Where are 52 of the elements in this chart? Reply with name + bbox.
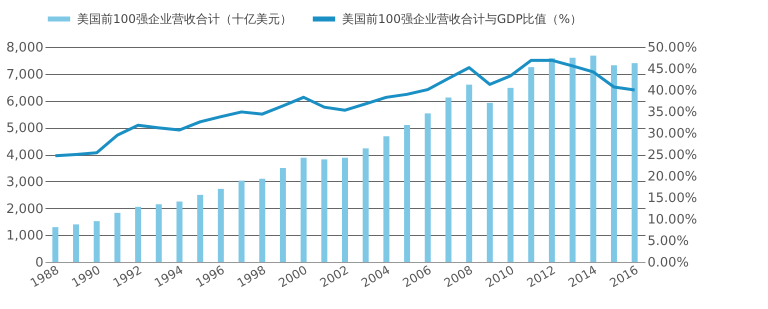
y-tick-label: 1,000 [6,228,44,244]
bar [218,188,224,262]
y-tick-label: 8,000 [6,40,44,56]
y-tick-label: 5,000 [6,121,44,136]
bar [156,204,162,262]
bar [280,168,286,262]
bar [383,136,390,262]
bar [238,180,245,262]
bar [176,202,182,262]
bar [135,206,142,262]
bar [321,159,328,262]
bar [197,194,204,262]
y-tick-label: 7,000 [6,67,44,82]
y-tick-label: 0 [35,256,44,270]
line-series [54,58,636,158]
bar [52,227,58,262]
bar [362,148,369,262]
y2-tick-label: 35.00% [648,105,698,120]
bar [424,113,431,262]
bar [548,58,555,262]
y-tick-label: 6,000 [6,94,44,110]
bar [259,178,266,262]
bar [486,102,493,262]
y2-tick-label: 10.00% [648,212,698,228]
bar [445,98,452,262]
bar [342,158,348,262]
bar [73,224,80,262]
y-tick-label: 4,000 [6,148,44,163]
legend-label: 美国前100强企业营收合计（十亿美元） [77,12,292,26]
y2-tick-label: 20.00% [648,170,698,184]
legend-label: 美国前100强企业营收合计与GDP比值（%） [342,12,582,26]
bar [466,84,472,262]
y2-tick-label: 5.00% [648,234,689,249]
y-tick-label: 3,000 [6,174,44,190]
y2-tick-label: 50.00% [648,40,698,56]
bar [94,221,100,262]
bar [404,124,410,262]
bar [570,58,576,262]
bar [508,88,514,262]
y2-tick-label: 0.00% [648,256,689,270]
bar [528,67,534,262]
y2-tick-label: 25.00% [648,148,698,163]
y2-tick-label: 40.00% [648,84,698,98]
bar [610,65,617,262]
bar [632,63,638,262]
bar [300,158,307,262]
bar [590,56,596,262]
y-tick-label: 2,000 [6,202,44,217]
y2-tick-label: 30.00% [648,126,698,142]
bar [114,212,120,262]
y2-tick-label: 45.00% [648,62,698,77]
y2-tick-label: 15.00% [648,191,698,206]
